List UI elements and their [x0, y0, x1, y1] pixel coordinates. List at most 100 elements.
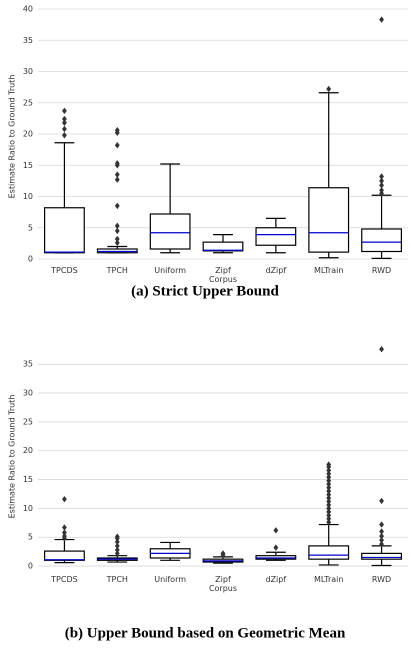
x-tick-label-box: TPCDS — [51, 575, 78, 584]
x-tick-label: Uniform — [154, 266, 187, 275]
y-tick-label: 10 — [23, 504, 33, 513]
box — [202, 241, 244, 252]
y-tick-label: 0 — [28, 255, 33, 264]
flier — [326, 467, 332, 474]
flier — [326, 515, 332, 522]
flier — [379, 16, 384, 23]
y-tick-label: 40 — [23, 5, 33, 14]
flier — [273, 544, 279, 551]
box — [255, 227, 297, 246]
x-tick-label: RWD — [371, 266, 392, 275]
x-tick-label: TPCDS — [51, 266, 78, 275]
x-tick-label: Zipf Corpus — [208, 266, 238, 284]
x-tick-label-box: dZipf — [265, 266, 287, 275]
whisker-low — [160, 249, 181, 254]
flier — [326, 508, 332, 516]
flier — [114, 227, 120, 235]
flier — [326, 85, 332, 93]
x-tick-label: MLTrain — [313, 575, 344, 584]
x-tick-label: TPCDS — [51, 575, 78, 584]
y-tick-label: 35 — [23, 360, 33, 369]
x-tick-label: dZipf — [265, 266, 287, 275]
flier — [114, 538, 120, 546]
flier — [62, 125, 67, 133]
whisker-high — [371, 194, 392, 229]
flier — [114, 533, 120, 540]
caption: (b) Upper Bound based on Geometric Mean — [65, 625, 346, 641]
y-tick-label: 15 — [23, 475, 33, 484]
flier — [62, 119, 67, 126]
x-tick-label-box: MLTrain — [313, 575, 344, 584]
flier — [326, 470, 332, 478]
flier — [114, 542, 120, 550]
y-tick-label: 25 — [23, 98, 33, 107]
box — [308, 545, 350, 560]
whisker-low — [318, 252, 339, 259]
whisker-low — [265, 245, 286, 254]
flier — [114, 127, 120, 134]
box — [308, 187, 350, 253]
chart: 0 5 10 15 20 25 30 35 Estimate Ratio to Ground T… — [8, 346, 408, 641]
x-tick-label: dZipf — [265, 575, 287, 584]
box — [44, 550, 85, 561]
whisker-high — [213, 234, 233, 243]
y-tick-label: 10 — [23, 192, 33, 201]
y-tick-label: 35 — [23, 36, 33, 45]
chart: 0 5 10 15 20 25 30 35 40 Estimate Ratio to Ground… — [8, 5, 408, 299]
flier — [326, 474, 332, 481]
y-tick-label: 30 — [23, 67, 33, 76]
flier — [326, 477, 332, 484]
flier — [326, 494, 332, 502]
y-tick-label: 30 — [23, 389, 33, 398]
y-tick-label: 20 — [23, 130, 33, 139]
x-tick-label: RWD — [371, 575, 392, 584]
flier — [379, 497, 384, 505]
flier — [326, 461, 332, 468]
flier — [114, 171, 120, 178]
flier — [62, 132, 67, 139]
flier — [379, 521, 384, 528]
y-tick-label: 0 — [28, 562, 33, 571]
x-tick-label-box: TPCH — [106, 575, 128, 584]
flier — [273, 527, 279, 534]
whisker-high — [160, 163, 181, 214]
x-tick-label-box: RWD — [371, 266, 392, 275]
x-tick-label-box: TPCDS — [51, 266, 78, 275]
flier — [114, 546, 120, 554]
whisker-high — [318, 523, 339, 546]
x-tick-label: TPCH — [106, 575, 128, 584]
x-tick-label-box: TPCH — [106, 266, 128, 275]
box — [149, 213, 191, 250]
flier — [114, 160, 120, 167]
whisker-high — [265, 217, 286, 228]
flier — [379, 532, 384, 540]
whisker-high — [318, 92, 339, 188]
flier — [114, 222, 120, 230]
y-axis-label: Estimate Ratio to Ground Truth — [8, 395, 17, 519]
flier — [62, 524, 67, 531]
flier — [326, 491, 332, 498]
x-tick-label: Uniform — [154, 575, 187, 584]
flier — [379, 187, 384, 194]
caption: (a) Strict Upper Bound — [131, 283, 279, 299]
x-tick-label-box: RWD — [371, 575, 392, 584]
flier — [114, 202, 120, 210]
x-tick-label-box: Zipf Corpus — [208, 266, 238, 284]
y-tick-label: 5 — [28, 223, 33, 232]
flier — [62, 115, 67, 123]
x-tick-label: TPCH — [106, 266, 128, 275]
x-tick-label: Zipf Corpus — [208, 575, 238, 593]
flier — [379, 346, 384, 353]
flier — [220, 550, 226, 557]
x-tick-label: MLTrain — [313, 266, 344, 275]
whisker-high — [54, 142, 75, 208]
whisker-low — [371, 251, 392, 259]
flier — [326, 498, 332, 505]
flier — [326, 487, 332, 495]
y-tick-label: 5 — [28, 533, 33, 542]
x-tick-label-box: Zipf Corpus — [208, 575, 238, 593]
flier — [114, 142, 120, 149]
flier — [326, 512, 332, 519]
y-tick-label: 20 — [23, 446, 33, 455]
